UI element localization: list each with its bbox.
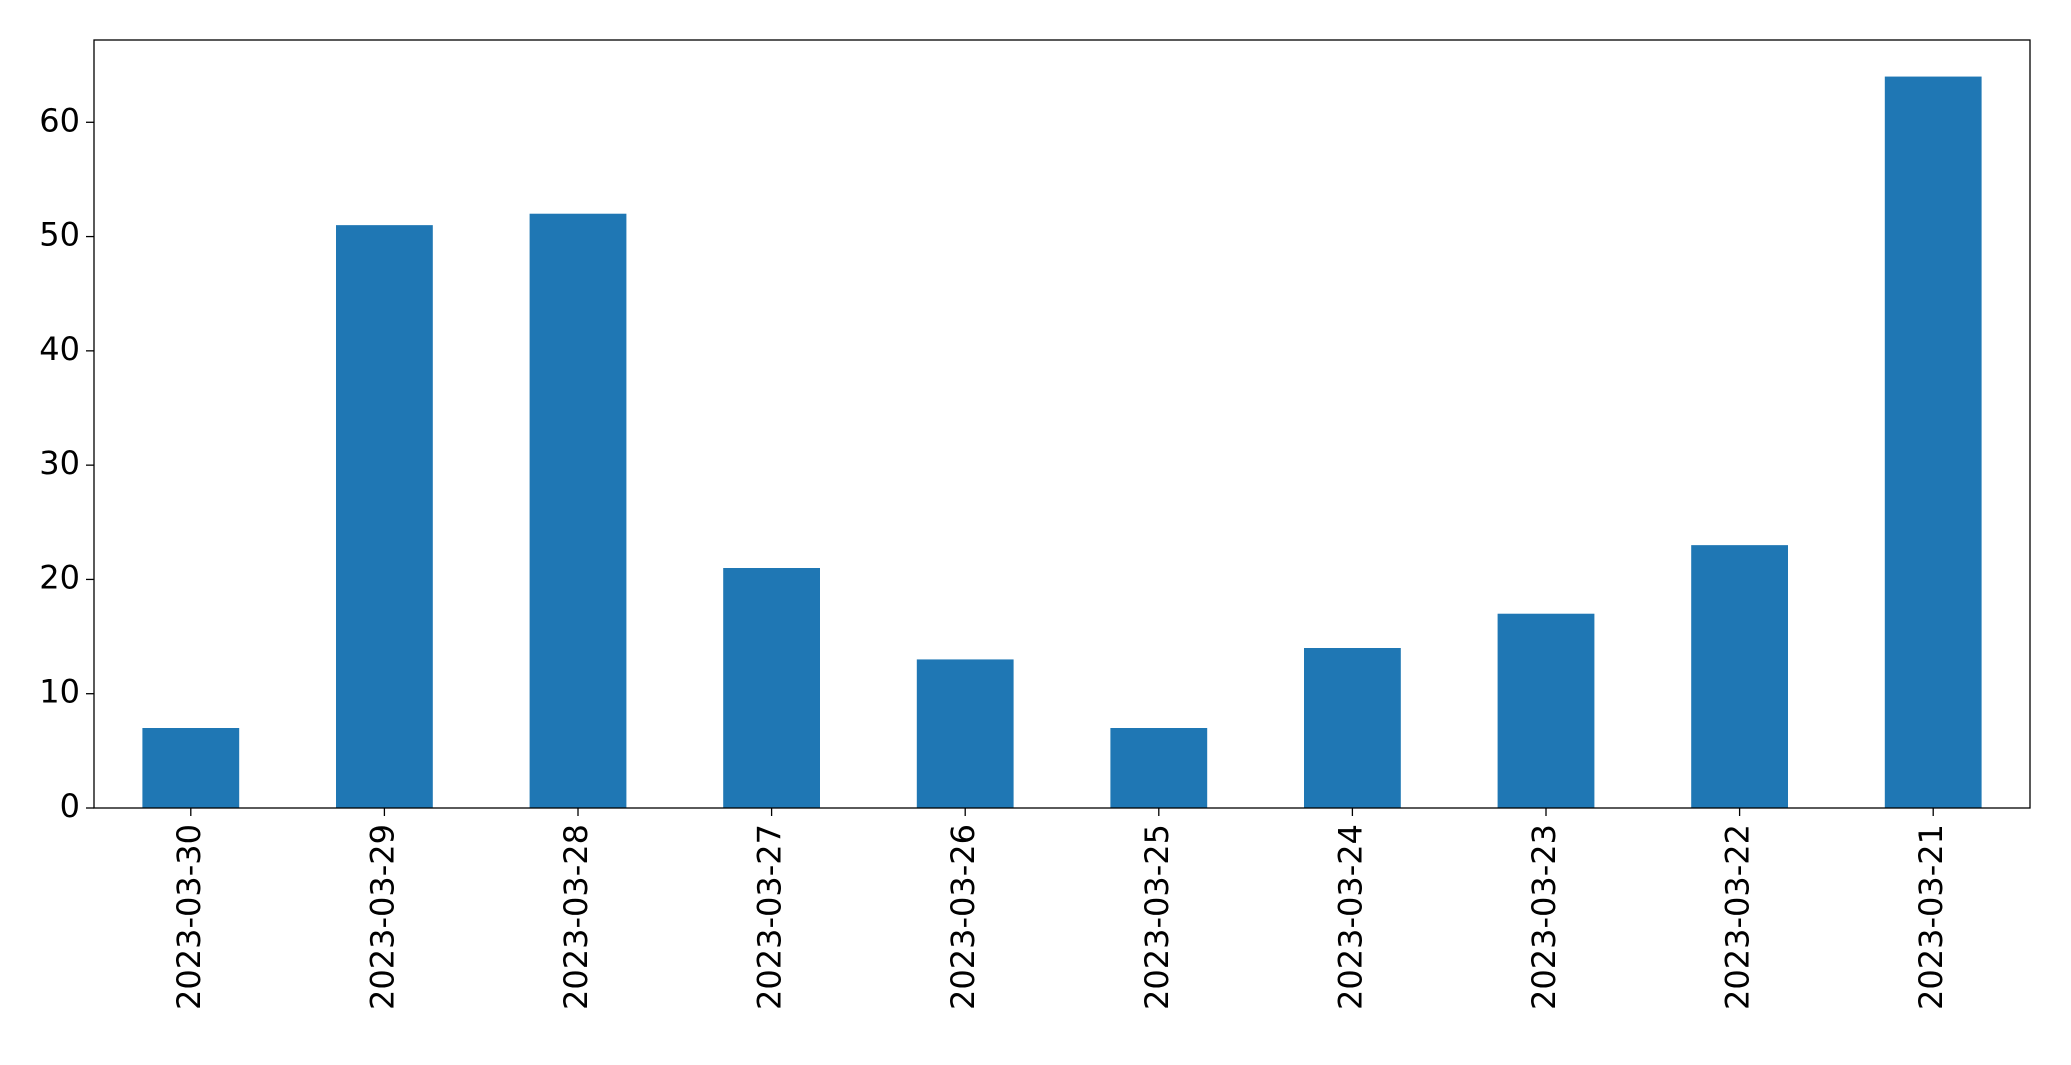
- x-tick-label: 2023-03-21: [1912, 824, 1950, 1010]
- bar: [336, 225, 433, 809]
- x-tick-label: 2023-03-29: [363, 824, 401, 1010]
- x-tick-label: 2023-03-30: [170, 824, 208, 1010]
- bar: [1691, 545, 1788, 808]
- y-tick-label: 60: [39, 101, 80, 139]
- y-tick-label: 0: [60, 787, 80, 825]
- x-tick-label: 2023-03-22: [1719, 824, 1757, 1010]
- y-tick-label: 40: [39, 330, 80, 368]
- bar: [1304, 648, 1401, 808]
- x-tick-label: 2023-03-25: [1138, 824, 1176, 1010]
- bar: [1497, 613, 1595, 808]
- y-tick-label: 20: [39, 558, 80, 596]
- y-tick-label: 30: [39, 444, 80, 482]
- bar: [142, 728, 240, 808]
- y-tick-label: 50: [39, 216, 80, 254]
- x-tick-label: 2023-03-28: [557, 824, 595, 1010]
- bar: [529, 213, 627, 808]
- x-tick-label: 2023-03-23: [1525, 824, 1563, 1010]
- x-tick-label: 2023-03-24: [1331, 824, 1369, 1010]
- x-tick-label: 2023-03-26: [944, 824, 982, 1010]
- x-tick-label: 2023-03-27: [751, 824, 789, 1010]
- plot-frame: [93, 39, 2031, 809]
- y-tick-label: 10: [39, 673, 80, 711]
- bar: [723, 568, 820, 808]
- bar: [916, 659, 1014, 808]
- bar: [1110, 728, 1208, 808]
- bar: [1884, 76, 1982, 809]
